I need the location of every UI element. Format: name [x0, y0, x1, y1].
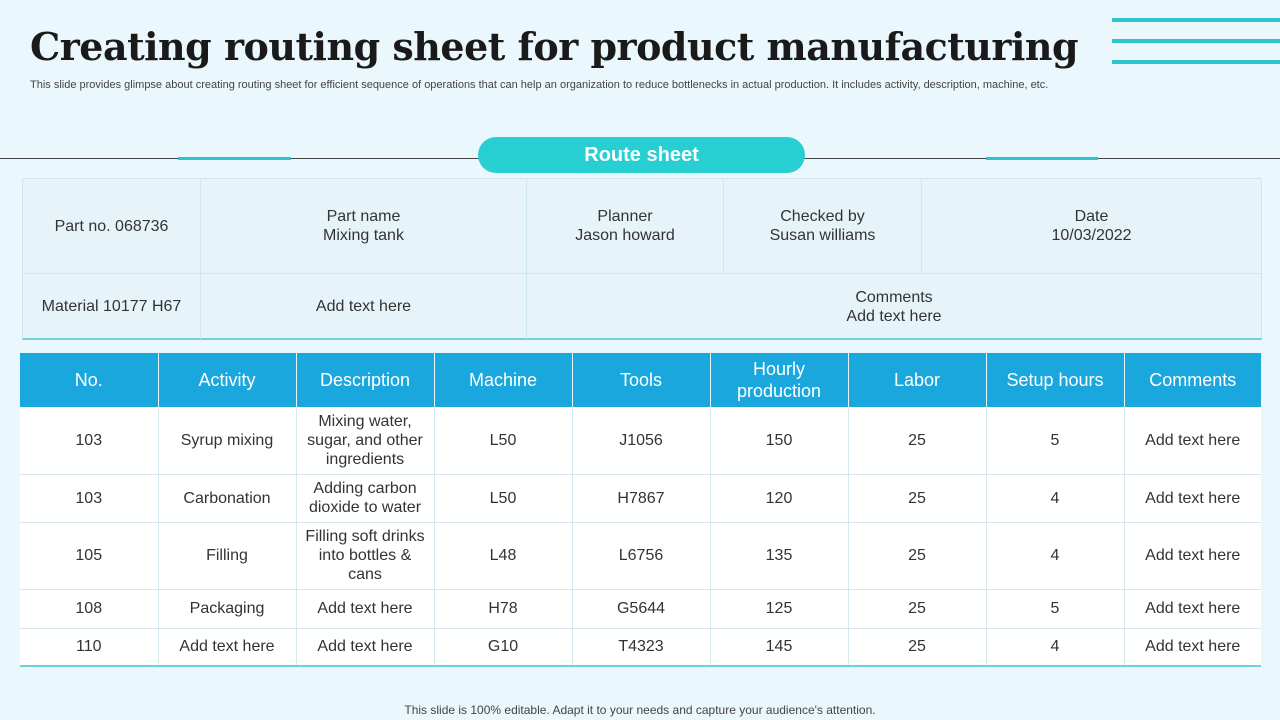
- table-header-row: No. Activity Description Machine Tools H…: [20, 353, 1261, 407]
- checked-by-cell: Checked by Susan williams: [724, 179, 921, 273]
- cell-description: Add text here: [296, 628, 435, 667]
- footer-note: This slide is 100% editable. Adapt it to…: [404, 703, 876, 717]
- cell-description: Adding carbon dioxide to water: [296, 474, 435, 523]
- comments-label: Comments: [855, 288, 933, 306]
- cell-hourly-production: 135: [710, 522, 849, 590]
- cell-hourly-production: 150: [710, 407, 849, 475]
- table-row: 103 Carbonation Adding carbon dioxide to…: [20, 474, 1261, 523]
- part-no-cell: Part no. 068736: [23, 179, 200, 273]
- route-info-panel: Part no. 068736 Part name Mixing tank Pl…: [22, 178, 1262, 340]
- cell-tools: J1056: [572, 407, 711, 475]
- checked-by-label: Checked by: [780, 208, 865, 225]
- cell-tools: T4323: [572, 628, 711, 667]
- comments-value: Add text here: [846, 307, 942, 325]
- cell-activity: Add text here: [158, 628, 297, 667]
- part-name-label: Part name: [326, 208, 401, 225]
- header-comments: Comments: [1124, 353, 1261, 407]
- table-row: 108 Packaging Add text here H78 G5644 12…: [20, 589, 1261, 629]
- table-row: 105 Filling Filling soft drinks into bot…: [20, 522, 1261, 590]
- cell-hourly-production: 145: [710, 628, 849, 667]
- comments-cell: Comments Add text here: [527, 274, 1261, 339]
- cell-setup-hours: 5: [986, 589, 1125, 629]
- route-sheet-badge: Route sheet: [478, 137, 805, 173]
- part-name-cell: Part name Mixing tank: [201, 179, 526, 273]
- cell-no: 103: [20, 474, 159, 523]
- cell-comments: Add text here: [1124, 407, 1261, 475]
- cell-hourly-production: 120: [710, 474, 849, 523]
- material-text-cell: Add text here: [201, 274, 526, 339]
- cell-labor: 25: [848, 522, 987, 590]
- header-setup-hours: Setup hours: [986, 353, 1125, 407]
- cell-comments: Add text here: [1124, 589, 1261, 629]
- cell-no: 103: [20, 407, 159, 475]
- decorative-lines: [1112, 18, 1280, 64]
- cell-comments: Add text here: [1124, 628, 1261, 667]
- planner-value: Jason howard: [575, 227, 675, 244]
- table-row: 110 Add text here Add text here G10 T432…: [20, 628, 1261, 667]
- divider-accent-right: [986, 157, 1098, 160]
- cell-setup-hours: 4: [986, 474, 1125, 523]
- cell-setup-hours: 5: [986, 407, 1125, 475]
- cell-setup-hours: 4: [986, 628, 1125, 667]
- planner-cell: Planner Jason howard: [527, 179, 723, 273]
- part-no: Part no. 068736: [54, 217, 169, 235]
- header-labor: Labor: [848, 353, 987, 407]
- header-tools: Tools: [572, 353, 711, 407]
- cell-tools: H7867: [572, 474, 711, 523]
- planner-label: Planner: [597, 208, 653, 225]
- checked-by-value: Susan williams: [769, 227, 876, 244]
- cell-labor: 25: [848, 589, 987, 629]
- cell-machine: L48: [434, 522, 573, 590]
- table-row: 103 Syrup mixing Mixing water, sugar, an…: [20, 407, 1261, 475]
- cell-no: 108: [20, 589, 159, 629]
- page-title: Creating routing sheet for product manuf…: [30, 24, 1079, 69]
- cell-hourly-production: 125: [710, 589, 849, 629]
- cell-activity: Filling: [158, 522, 297, 590]
- cell-comments: Add text here: [1124, 522, 1261, 590]
- operations-table: No. Activity Description Machine Tools H…: [20, 353, 1261, 667]
- cell-tools: L6756: [572, 522, 711, 590]
- cell-labor: 25: [848, 407, 987, 475]
- cell-labor: 25: [848, 628, 987, 667]
- material: Material 10177 H67: [41, 298, 182, 315]
- cell-activity: Carbonation: [158, 474, 297, 523]
- date-label: Date: [1074, 208, 1109, 225]
- cell-labor: 25: [848, 474, 987, 523]
- header-hourly-production: Hourly production: [710, 353, 849, 407]
- cell-description: Filling soft drinks into bottles & cans: [296, 522, 435, 590]
- cell-machine: G10: [434, 628, 573, 667]
- cell-setup-hours: 4: [986, 522, 1125, 590]
- cell-no: 110: [20, 628, 159, 667]
- header-machine: Machine: [434, 353, 573, 407]
- cell-description: Mixing water, sugar, and other ingredien…: [296, 407, 435, 475]
- cell-machine: L50: [434, 474, 573, 523]
- material-cell: Material 10177 H67: [23, 274, 200, 339]
- divider-accent-left: [178, 157, 291, 160]
- part-name-value: Mixing tank: [323, 227, 404, 244]
- header-description: Description: [296, 353, 435, 407]
- page-subtitle: This slide provides glimpse about creati…: [30, 79, 1049, 91]
- material-text: Add text here: [315, 298, 412, 315]
- date-value: 10/03/2022: [1051, 227, 1132, 244]
- cell-description: Add text here: [296, 589, 435, 629]
- cell-activity: Packaging: [158, 589, 297, 629]
- cell-machine: L50: [434, 407, 573, 475]
- date-cell: Date 10/03/2022: [922, 179, 1261, 273]
- cell-comments: Add text here: [1124, 474, 1261, 523]
- header-activity: Activity: [158, 353, 297, 407]
- cell-tools: G5644: [572, 589, 711, 629]
- cell-no: 105: [20, 522, 159, 590]
- cell-activity: Syrup mixing: [158, 407, 297, 475]
- cell-machine: H78: [434, 589, 573, 629]
- header-no: No.: [20, 353, 159, 407]
